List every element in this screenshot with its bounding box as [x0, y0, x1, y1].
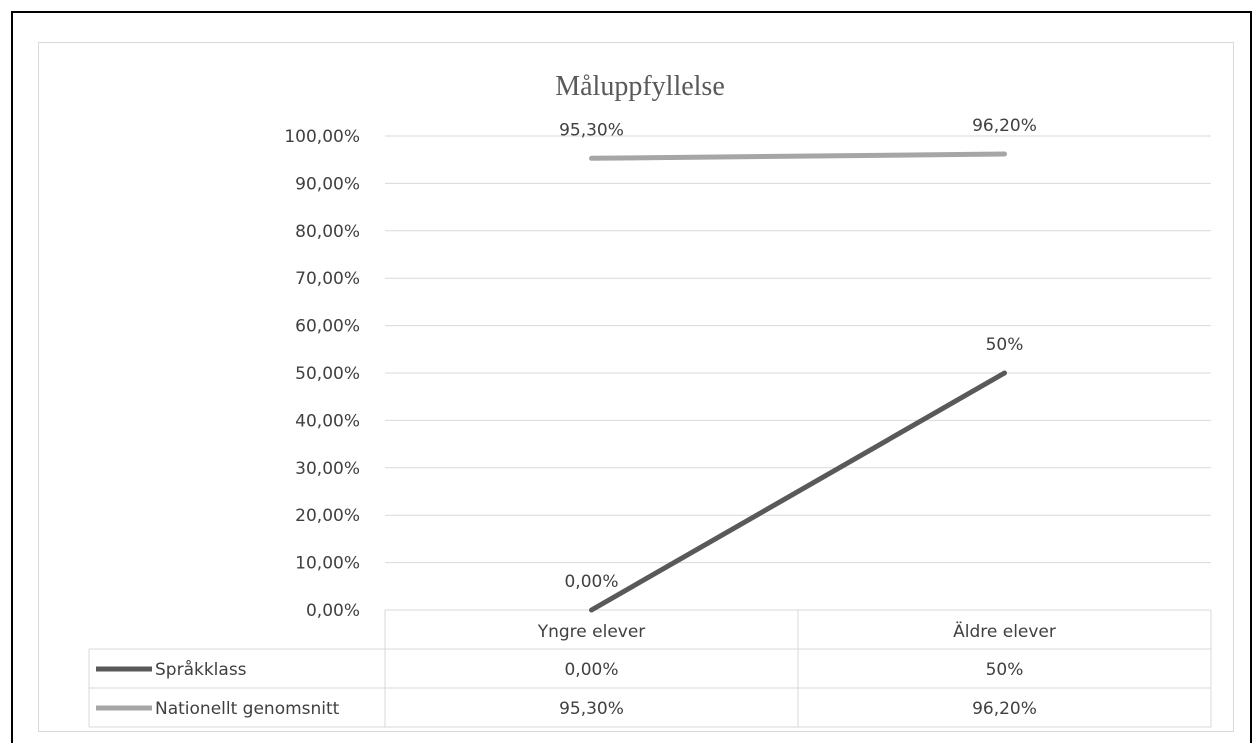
y-tick-label: 10,00%: [295, 554, 360, 574]
table-cell: 0,00%: [564, 660, 618, 680]
y-axis-ticks: 0,00% 10,00% 20,00% 30,00% 40,00% 50,00% 60,00…: [284, 127, 360, 621]
outer-frame: [11, 11, 1252, 743]
series-line: [589, 370, 1007, 613]
category-label: Yngre elever: [537, 622, 646, 642]
data-label: 96,20%: [972, 116, 1037, 136]
legend-label: Språkklass: [155, 659, 247, 680]
table-cell: 95,30%: [559, 699, 624, 719]
y-tick-label: 30,00%: [295, 459, 360, 479]
y-tick-label: 80,00%: [295, 222, 360, 242]
gridlines: [385, 135, 1211, 564]
data-label: 95,30%: [559, 120, 624, 140]
category-label: Äldre elever: [953, 621, 1056, 642]
series-lines: [589, 151, 1007, 613]
y-tick-label: 50,00%: [295, 364, 360, 384]
table-cell: 50%: [986, 660, 1024, 680]
y-tick-label: 90,00%: [295, 174, 360, 194]
y-tick-label: 60,00%: [295, 317, 360, 337]
series-line: [589, 151, 1007, 161]
y-tick-label: 70,00%: [295, 269, 360, 289]
y-tick-label: 0,00%: [306, 601, 360, 621]
y-tick-label: 40,00%: [295, 411, 360, 431]
data-label: 50%: [986, 335, 1024, 355]
data-label: 0,00%: [564, 572, 618, 592]
data-table: Yngre elever Äldre elever Språkklass 0,00% 5…: [88, 609, 1212, 728]
data-labels: 0,00% 50% 95,30% 96,20%: [559, 116, 1037, 592]
table-cell: 96,20%: [972, 699, 1037, 719]
legend-label: Nationellt genomsnitt: [155, 699, 340, 719]
y-tick-label: 100,00%: [284, 127, 360, 147]
y-tick-label: 20,00%: [295, 506, 360, 526]
chart-title: Måluppfyllelse: [555, 71, 725, 102]
